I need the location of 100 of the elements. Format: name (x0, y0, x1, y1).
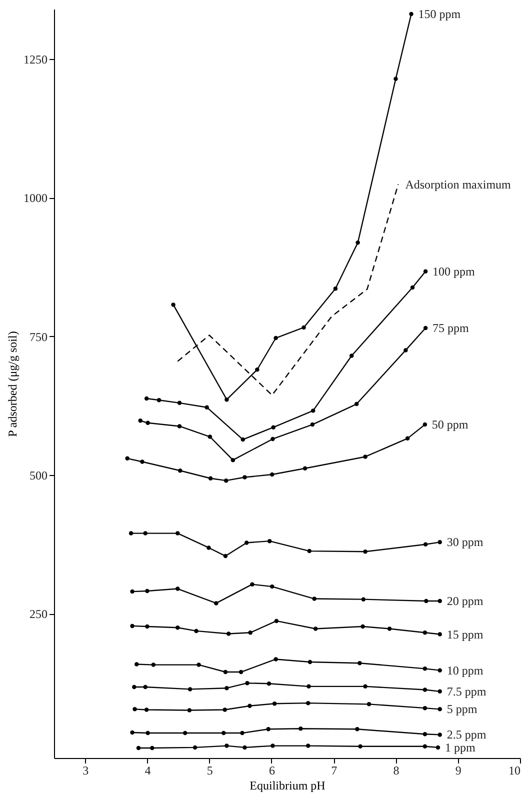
point (238, 670, 244, 674)
point (255, 368, 260, 372)
point (230, 458, 236, 462)
point (272, 702, 277, 706)
x-tick-label: 8 (393, 764, 400, 778)
point (145, 588, 150, 594)
point (130, 624, 134, 628)
series-label: 100 ppm (432, 264, 476, 278)
point (223, 554, 228, 558)
point (194, 628, 198, 634)
x-tick-label: 9 (455, 764, 462, 778)
point (224, 744, 229, 748)
point (423, 542, 428, 547)
point (248, 704, 252, 708)
point (409, 12, 414, 16)
point (208, 434, 212, 439)
point (422, 744, 428, 748)
point (245, 680, 250, 686)
series-label: 1 ppm (444, 740, 476, 754)
point (358, 744, 362, 748)
point (423, 269, 428, 274)
point (128, 531, 134, 536)
point (222, 708, 227, 712)
point (178, 468, 182, 473)
point (310, 408, 316, 413)
point (438, 632, 442, 636)
point (438, 598, 442, 604)
point (144, 396, 149, 401)
series-label: 2.5 ppm (446, 728, 487, 742)
point (125, 456, 130, 461)
point (274, 618, 279, 624)
point (422, 688, 428, 692)
y-tick-label: 1000 (24, 191, 48, 206)
point (438, 732, 442, 737)
point (355, 727, 360, 732)
point (366, 702, 372, 706)
point (146, 730, 150, 736)
series-label: 30 ppm (446, 535, 484, 550)
x-tick-label: 4 (144, 764, 151, 778)
point (438, 540, 442, 544)
point (422, 422, 428, 427)
x-tick-label: 10 (508, 764, 520, 778)
point (250, 582, 254, 586)
point (267, 538, 272, 544)
point (132, 684, 136, 690)
point (226, 632, 231, 636)
point (206, 546, 211, 550)
point (307, 548, 312, 554)
point (302, 466, 308, 471)
series-label: 50 ppm (432, 418, 469, 432)
point (266, 682, 272, 686)
point (145, 624, 150, 629)
point (361, 597, 366, 602)
point (138, 418, 142, 423)
point (306, 700, 310, 706)
series-label: 5 ppm (446, 702, 478, 716)
point (143, 684, 148, 690)
series-label: 150 ppm (418, 6, 462, 21)
point (438, 668, 442, 672)
x-tick-label: 5 (206, 764, 213, 778)
point (204, 405, 209, 410)
point (156, 398, 162, 402)
point (130, 589, 134, 594)
point (176, 626, 180, 630)
point (356, 240, 360, 245)
line-series (177, 184, 399, 396)
x-axis-title: Equilibrium pH (250, 778, 326, 792)
point (422, 732, 428, 736)
point (223, 670, 228, 674)
series-label: Adsorption maximum (405, 177, 512, 192)
point (438, 707, 442, 712)
y-tick-label: 1250 (24, 52, 48, 66)
point (222, 730, 226, 736)
series-label: 7.5 ppm (446, 684, 487, 698)
point (298, 726, 303, 731)
point (302, 325, 306, 330)
series-label: 75 ppm (432, 321, 470, 336)
point (271, 425, 276, 430)
point (266, 727, 270, 732)
point (422, 706, 428, 710)
point (363, 549, 368, 554)
point (224, 397, 229, 402)
point (405, 436, 410, 441)
point (244, 540, 249, 545)
point (242, 475, 247, 480)
point (436, 745, 440, 750)
series-label: 20 ppm (446, 594, 484, 608)
point (394, 76, 398, 82)
point (242, 745, 247, 750)
point (140, 460, 144, 464)
point (360, 624, 365, 629)
point (240, 730, 244, 736)
point (151, 662, 156, 667)
point (274, 336, 278, 340)
point (438, 689, 442, 694)
point (143, 531, 148, 536)
point (310, 422, 315, 427)
point (177, 400, 182, 406)
point (188, 687, 192, 692)
point (387, 626, 392, 631)
